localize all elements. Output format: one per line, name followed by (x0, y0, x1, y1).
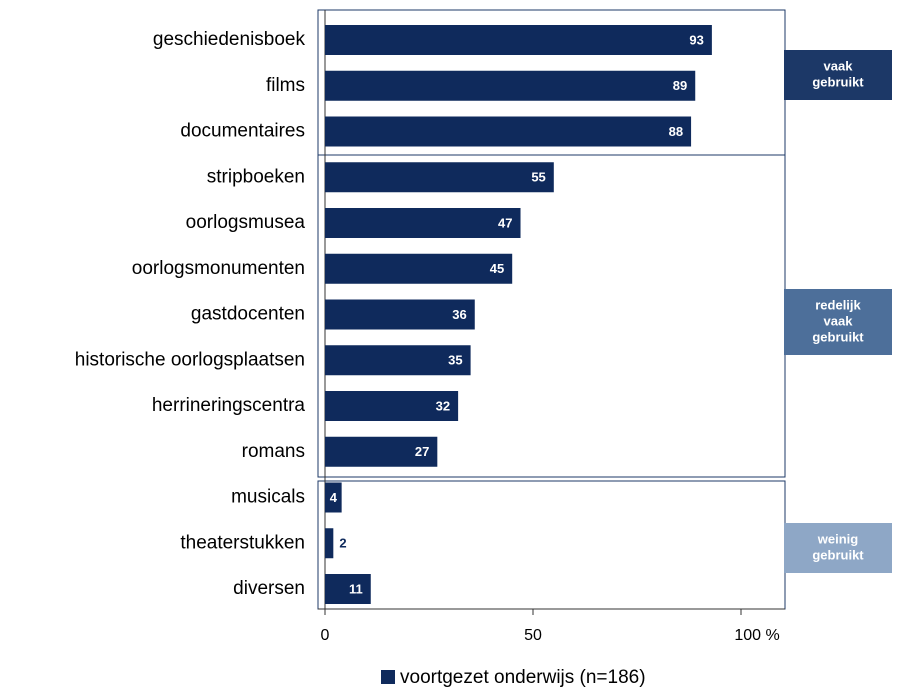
legend-swatch (381, 670, 395, 684)
category-label: musicals (231, 487, 305, 508)
value-label: 2 (339, 536, 346, 551)
group-label: weinig (817, 531, 859, 546)
legend-label: voortgezet onderwijs (n=186) (400, 667, 646, 688)
category-label: documentaires (180, 121, 305, 142)
bar (325, 70, 696, 101)
value-label: 93 (689, 32, 703, 47)
group-label-box (784, 50, 892, 100)
value-label: 11 (349, 581, 363, 596)
category-label: diversen (233, 578, 305, 599)
category-label: oorlogsmusea (186, 212, 306, 233)
bar (325, 391, 459, 421)
x-tick-label: 50 (524, 627, 542, 644)
group-label: gebruikt (812, 547, 864, 562)
x-tick-label: 0 (321, 627, 330, 644)
group-label: gebruikt (812, 329, 864, 344)
bar (325, 116, 692, 147)
category-label: romans (242, 441, 305, 462)
category-label: herrineringscentra (152, 395, 306, 416)
value-label: 45 (490, 261, 504, 276)
value-label: 35 (448, 353, 462, 368)
value-label: 27 (415, 444, 429, 459)
group-label: vaak (824, 313, 854, 328)
value-label: 88 (669, 124, 683, 139)
bar (325, 253, 513, 284)
bar (325, 208, 521, 238)
category-label: stripboeken (207, 166, 305, 187)
category-label: theaterstukken (180, 532, 305, 553)
group-label: redelijk (815, 297, 861, 312)
bar (325, 345, 471, 376)
category-label: historische oorlogsplaatsen (75, 349, 305, 370)
value-label: 55 (531, 170, 545, 185)
bar (325, 299, 475, 330)
group-label: vaak (824, 58, 854, 73)
category-label: films (266, 75, 305, 96)
bar (325, 436, 438, 467)
bar (325, 574, 371, 604)
value-label: 36 (452, 307, 466, 322)
bar (325, 482, 342, 513)
group-label-box (784, 523, 892, 573)
category-label: gastdocenten (191, 304, 305, 325)
value-label: 32 (436, 398, 450, 413)
value-label: 4 (330, 490, 338, 505)
group-label: gebruikt (812, 74, 864, 89)
bar (325, 162, 554, 193)
category-label: geschiedenisboek (153, 29, 306, 50)
category-label: oorlogsmonumenten (132, 258, 305, 279)
group-box (317, 480, 786, 610)
bar (325, 25, 712, 55)
bar (325, 528, 334, 559)
group-label-box (784, 289, 892, 355)
x-tick-label: 100 % (734, 627, 779, 644)
value-label: 89 (673, 78, 687, 93)
value-label: 47 (498, 215, 512, 230)
